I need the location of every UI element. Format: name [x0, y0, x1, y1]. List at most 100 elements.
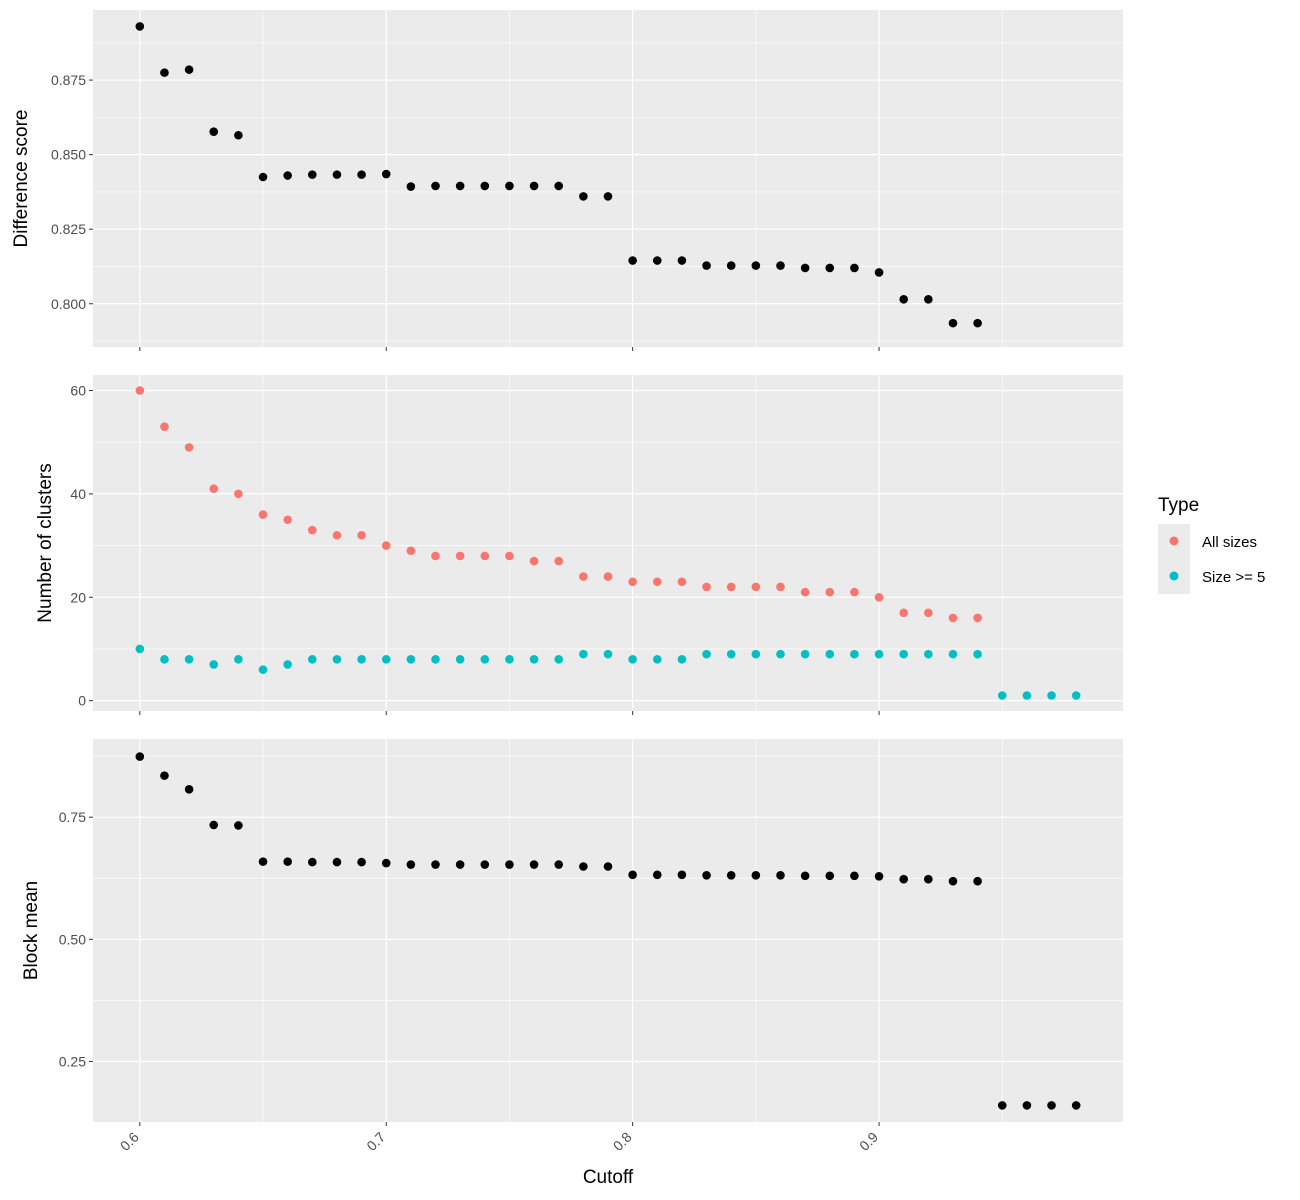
data-point — [160, 68, 169, 77]
data-point — [973, 613, 982, 623]
data-point — [406, 860, 416, 869]
data-point — [332, 530, 342, 540]
data-point — [726, 261, 736, 270]
legend: Type All sizes Size >= 5 — [1158, 495, 1265, 594]
data-point — [825, 587, 835, 597]
data-point — [874, 649, 884, 659]
data-point — [751, 649, 761, 659]
x-tick-label: 0.7 — [363, 1129, 388, 1154]
data-point — [702, 649, 711, 659]
data-point — [751, 582, 761, 592]
data-point — [406, 546, 416, 556]
legend-label-all-sizes: All sizes — [1202, 534, 1257, 551]
data-point — [973, 318, 982, 328]
y-tick-label: 0.50 — [59, 931, 86, 947]
y-axis-title: Block mean — [21, 881, 42, 980]
data-point — [652, 655, 662, 664]
data-point — [874, 871, 884, 881]
data-point — [455, 860, 465, 869]
data-point — [603, 649, 613, 659]
data-point — [431, 655, 440, 664]
data-point — [209, 127, 219, 136]
data-point — [184, 655, 194, 664]
data-point — [1022, 691, 1032, 700]
data-point — [751, 870, 761, 880]
data-point — [258, 665, 268, 674]
data-point — [455, 551, 465, 561]
data-point — [825, 649, 835, 659]
data-point — [973, 876, 982, 886]
data-point — [702, 870, 711, 880]
data-point — [874, 268, 884, 277]
data-point — [381, 655, 391, 664]
data-point — [406, 655, 416, 664]
data-point — [850, 587, 859, 597]
data-point — [209, 484, 219, 494]
data-point — [357, 857, 366, 867]
legend-marker-size-5 — [1169, 571, 1179, 581]
y-tick-label: 0.850 — [51, 147, 86, 163]
panel-background — [93, 739, 1123, 1122]
data-point — [924, 874, 933, 884]
data-point — [1071, 691, 1081, 700]
data-point — [850, 649, 859, 659]
data-point — [825, 263, 835, 273]
panel-1: 0.800 0.825 0.850 0.875 Difference score — [11, 10, 1123, 351]
data-point — [184, 65, 194, 74]
data-point — [381, 858, 391, 868]
data-point — [234, 655, 243, 664]
data-point — [283, 857, 292, 866]
data-point — [357, 170, 366, 179]
data-point — [628, 256, 637, 265]
series-size-5 — [135, 644, 1081, 700]
data-point — [209, 660, 219, 669]
data-point — [381, 541, 391, 550]
x-tick-label: 0.9 — [856, 1129, 881, 1154]
y-axis-title: Difference score — [11, 110, 32, 248]
data-point — [628, 870, 637, 880]
data-point — [529, 860, 539, 869]
y-tick-label: 0 — [78, 693, 86, 709]
data-point — [160, 422, 169, 431]
data-point — [160, 771, 169, 780]
x-axis-title: Cutoff — [583, 1167, 634, 1188]
data-point — [234, 821, 243, 830]
data-point — [357, 530, 366, 540]
data-point — [554, 655, 564, 664]
data-point — [924, 294, 933, 304]
data-point — [751, 261, 761, 270]
data-point — [948, 613, 958, 623]
data-point — [726, 870, 736, 880]
data-point — [997, 1101, 1007, 1110]
legend-label-size-5: Size >= 5 — [1202, 569, 1265, 586]
data-point — [776, 261, 785, 270]
data-point — [899, 649, 908, 659]
data-point — [800, 587, 810, 597]
data-point — [1022, 1101, 1032, 1110]
data-point — [677, 577, 687, 587]
x-tick-label: 0.8 — [610, 1129, 635, 1154]
data-point — [357, 655, 366, 664]
data-point — [997, 691, 1007, 700]
data-point — [579, 572, 588, 581]
legend-title: Type — [1158, 495, 1199, 516]
series-points — [135, 22, 982, 328]
data-point — [308, 170, 317, 179]
data-point — [283, 515, 292, 525]
y-tick-label: 0.75 — [59, 809, 86, 825]
data-point — [579, 192, 588, 201]
data-point — [283, 660, 292, 669]
y-tick-label: 0.875 — [51, 72, 86, 88]
data-point — [234, 489, 243, 499]
data-point — [800, 871, 810, 881]
data-point — [505, 551, 514, 561]
legend-key-background — [1158, 524, 1190, 594]
data-point — [234, 130, 243, 140]
data-point — [505, 655, 514, 664]
series-all-sizes — [135, 386, 982, 623]
y-tick-label: 20 — [70, 589, 86, 605]
data-point — [184, 443, 194, 452]
y-tick-label: 40 — [70, 486, 86, 502]
panel-background — [93, 375, 1123, 711]
data-point — [308, 525, 317, 535]
